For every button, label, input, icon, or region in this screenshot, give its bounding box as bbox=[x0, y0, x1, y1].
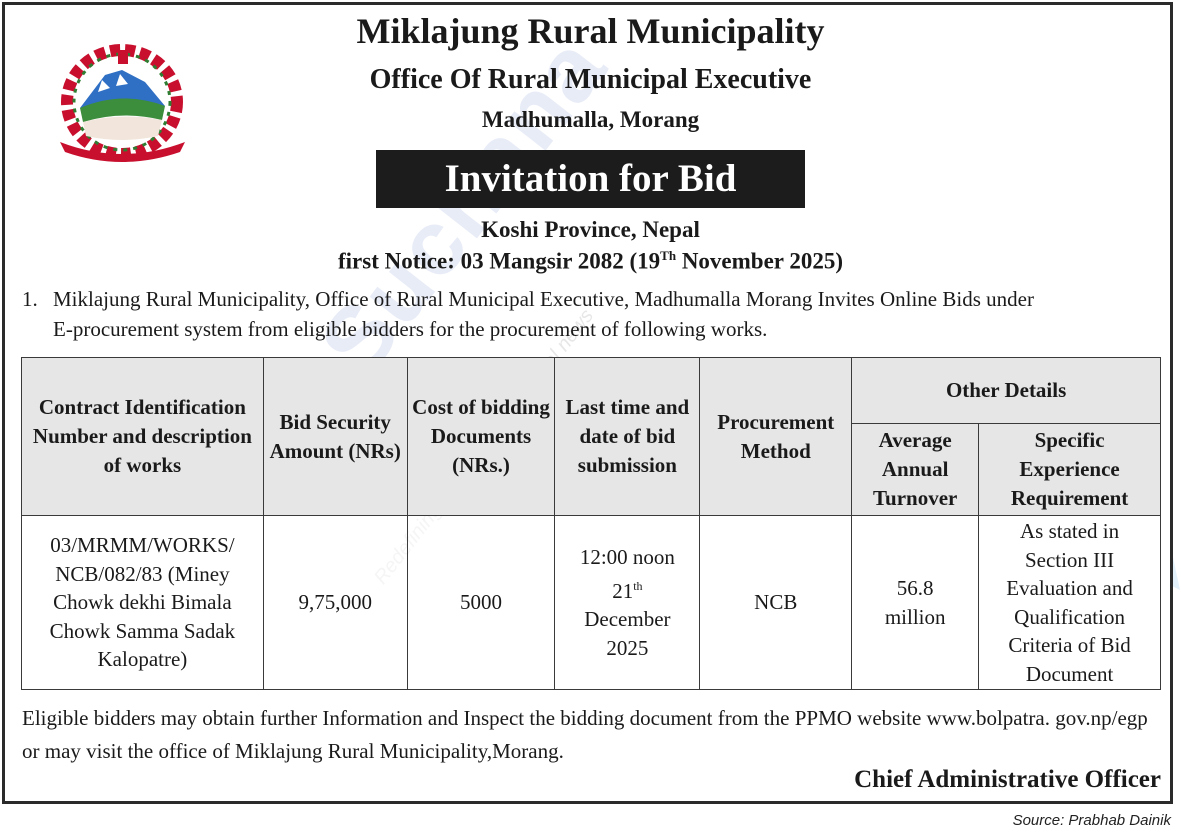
municipality-name: Miklajung Rural Municipality bbox=[356, 11, 825, 51]
header-last-time: Last time and date of bid submission bbox=[554, 357, 701, 516]
notice-date-prefix: first Notice: 03 Mangsir 2082 (19 bbox=[338, 248, 661, 274]
bid-table: Contract Identification Number and descr… bbox=[21, 357, 1161, 690]
notice-date-sup: Th bbox=[660, 248, 677, 263]
notice-banner: Invitation for Bid bbox=[376, 150, 805, 208]
location: Madhumalla, Morang bbox=[481, 107, 700, 132]
footer-info: Eligible bidders may obtain further Info… bbox=[22, 706, 1148, 763]
submission-month-year: December 2025 bbox=[584, 607, 671, 660]
nepal-emblem-icon bbox=[60, 44, 185, 162]
intro-paragraph: 1. Miklajung Rural Municipality, Office o… bbox=[22, 284, 1162, 344]
notice-date: first Notice: 03 Mangsir 2082 (19Th Nove… bbox=[0, 248, 1181, 275]
submission-day-sup: th bbox=[633, 578, 643, 593]
header-method: Procurement Method bbox=[699, 357, 853, 516]
cell-method: NCB bbox=[699, 515, 853, 690]
submission-time: 12:00 noon bbox=[579, 545, 675, 569]
table-row: 03/MRMM/WORKS/ NCB/082/83 (Miney Chowk d… bbox=[21, 515, 1161, 690]
signatory: Chief Administrative Officer bbox=[854, 766, 1161, 793]
intro-line-1: Miklajung Rural Municipality, Office of … bbox=[53, 287, 1034, 311]
cell-cost-docs: 5000 bbox=[406, 515, 556, 690]
cell-bid-security: 9,75,000 bbox=[262, 515, 408, 690]
header-experience: Specific Experience Requirement bbox=[978, 423, 1161, 516]
intro-line-2: E-procurement system from eligible bidde… bbox=[53, 317, 768, 341]
header-cost-docs: Cost of bidding Documents (NRs.) bbox=[406, 357, 556, 516]
header-turnover: Average Annual Turnover bbox=[851, 423, 980, 516]
cell-last-time: 12:00 noon 21th December 2025 bbox=[554, 515, 701, 690]
province: Koshi Province, Nepal bbox=[481, 217, 700, 242]
submission-day-number: 21 bbox=[612, 578, 634, 603]
cell-turnover: 56.8 million bbox=[851, 515, 980, 690]
header-bid-security: Bid Security Amount (NRs) bbox=[262, 357, 408, 516]
header-contract: Contract Identification Number and descr… bbox=[21, 357, 264, 516]
header-other-details: Other Details bbox=[851, 357, 1161, 424]
notice-date-suffix: November 2025) bbox=[676, 248, 843, 274]
source-credit: Source: Prabhab Dainik bbox=[1012, 812, 1171, 829]
item-number: 1. bbox=[22, 287, 38, 311]
cell-experience: As stated in Section III Evaluation and … bbox=[978, 515, 1161, 690]
office-name: Office Of Rural Municipal Executive bbox=[369, 64, 812, 95]
submission-day: 21th bbox=[559, 572, 695, 606]
cell-contract: 03/MRMM/WORKS/ NCB/082/83 (Miney Chowk d… bbox=[21, 515, 264, 690]
